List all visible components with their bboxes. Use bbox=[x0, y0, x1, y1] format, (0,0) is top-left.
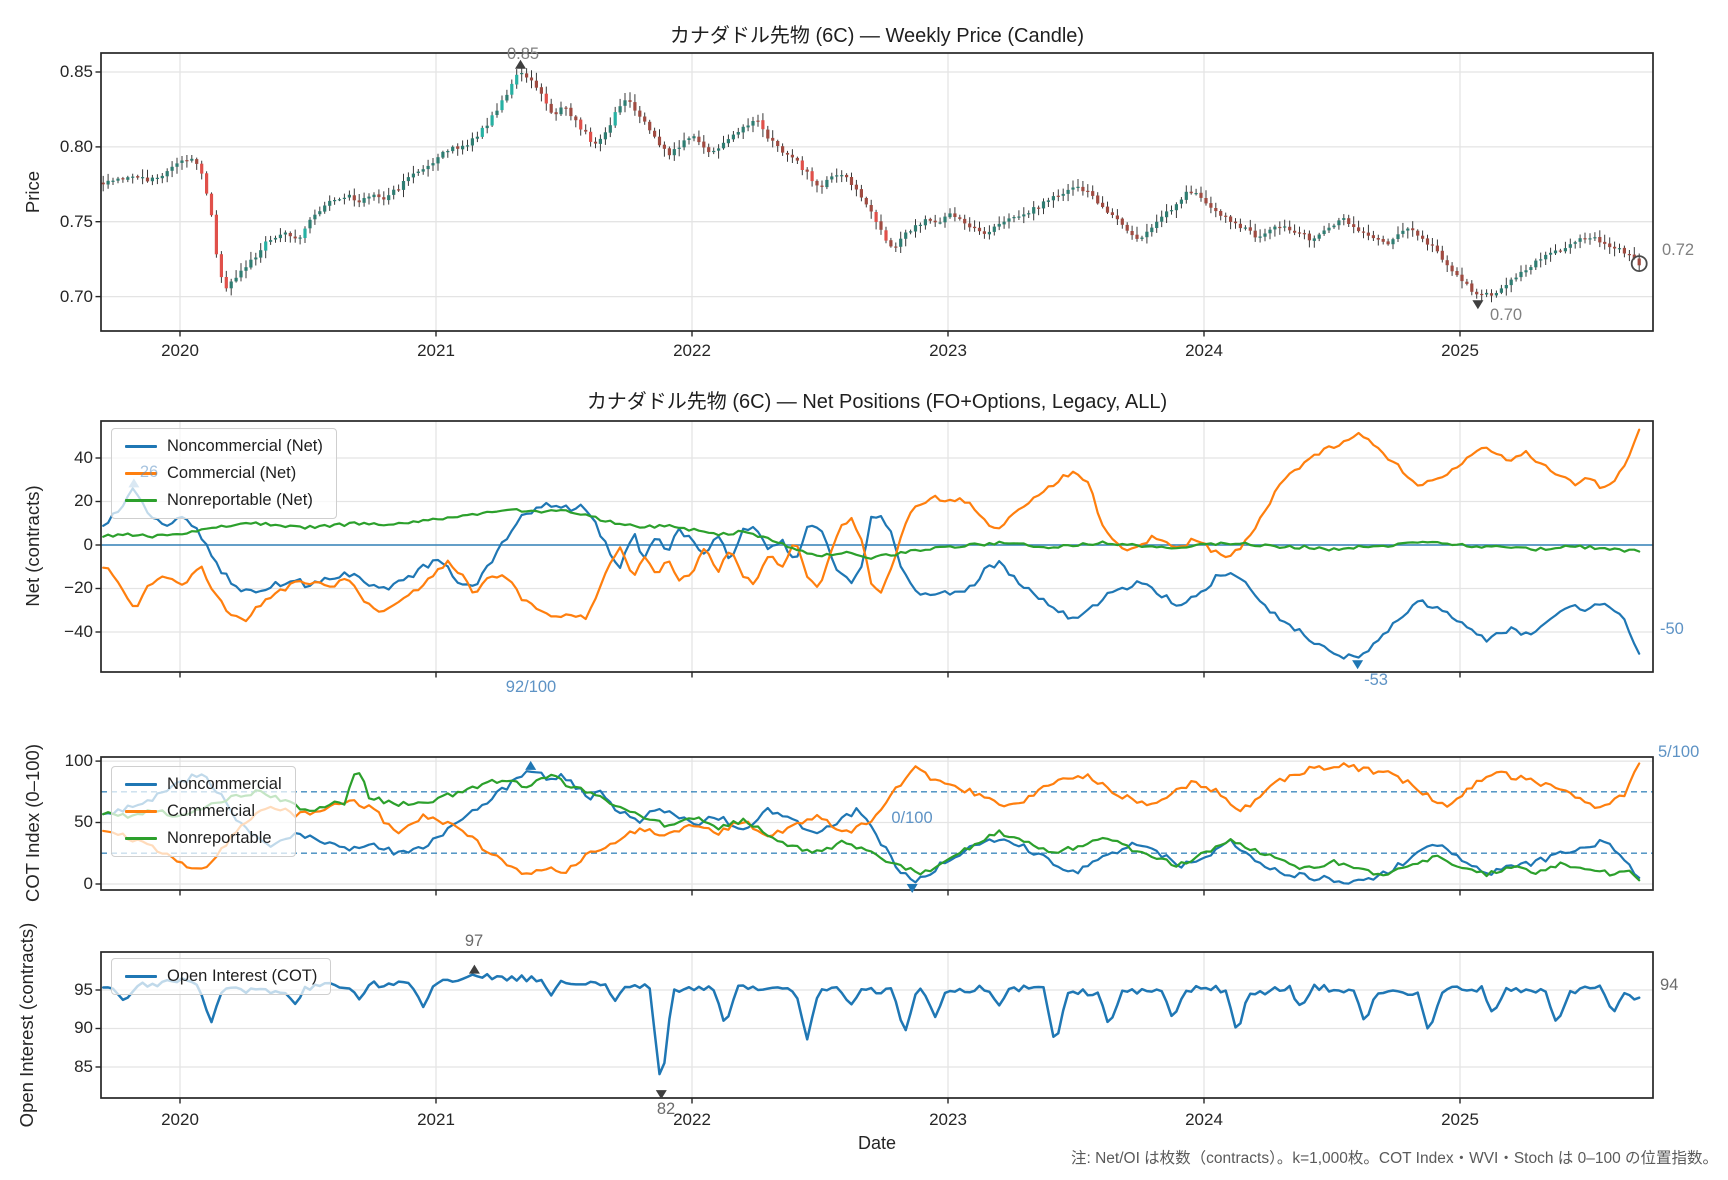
ytick-label: 85 bbox=[74, 1057, 93, 1076]
ytick-label: 0.85 bbox=[59, 62, 93, 81]
year-label: 2023 bbox=[929, 1110, 967, 1129]
annotation-price-last: 0.72 bbox=[1662, 241, 1695, 259]
footnote: 注: Net/OI は枚数（contracts）。k=1,000枚。COT In… bbox=[1070, 1150, 1718, 1167]
legend-line-sample bbox=[125, 809, 157, 814]
annotation-net-min: -53 bbox=[1364, 671, 1388, 689]
legend-line-sample bbox=[125, 782, 157, 787]
ytick-label: 95 bbox=[74, 980, 93, 999]
year-label: 2024 bbox=[1185, 1110, 1223, 1129]
annotation-price-peak: 0.85 bbox=[506, 45, 540, 63]
ytick-label: 90 bbox=[74, 1018, 93, 1037]
price-chart-title: カナダドル先物 (6C) — Weekly Price (Candle) bbox=[669, 25, 1085, 47]
ytick-label: −20 bbox=[64, 578, 93, 597]
legend-line-sample bbox=[125, 471, 157, 476]
ytick-label: 40 bbox=[74, 448, 93, 467]
year-label: 2025 bbox=[1441, 341, 1479, 360]
legend-row: Open Interest (COT) bbox=[125, 967, 317, 986]
ytick-label: −40 bbox=[64, 622, 93, 641]
legend-line-sample bbox=[125, 974, 157, 979]
ytick-label: 0.80 bbox=[59, 137, 93, 156]
legend-row: Commercial (Net) bbox=[125, 464, 323, 483]
year-label: 2020 bbox=[161, 1110, 199, 1129]
ytick-label: 50 bbox=[74, 812, 93, 831]
year-label: 2022 bbox=[673, 341, 711, 360]
annotation-index-min: 0/100 bbox=[891, 809, 933, 827]
legend-label: Nonreportable (Net) bbox=[167, 491, 313, 509]
legend-label: Open Interest (COT) bbox=[167, 967, 318, 985]
ytick-label: 0.70 bbox=[59, 287, 93, 306]
year-label: 2025 bbox=[1441, 1110, 1479, 1129]
legend-row: Commercial bbox=[125, 802, 282, 821]
legend-label: Noncommercial bbox=[167, 775, 282, 793]
annotation-index-last: 5/100 bbox=[1658, 743, 1700, 761]
ytick-label: 0 bbox=[83, 535, 93, 554]
net-positions-chart-title: カナダドル先物 (6C) — Net Positions (FO+Options… bbox=[586, 391, 1168, 413]
legend-row: Noncommercial bbox=[125, 775, 282, 794]
legend-row: Noncommercial (Net) bbox=[125, 437, 323, 456]
legend-label: Commercial bbox=[167, 802, 256, 820]
year-label: 2023 bbox=[929, 341, 967, 360]
ytick-label: 0 bbox=[83, 874, 93, 893]
legend-label: Nonreportable bbox=[167, 829, 272, 847]
year-label: 2021 bbox=[417, 1110, 455, 1129]
legend-line-sample bbox=[125, 498, 157, 503]
annotation-oi-peak: 97 bbox=[464, 932, 484, 950]
ytick-label: 20 bbox=[74, 491, 93, 510]
price-axis-label: Price bbox=[22, 170, 43, 214]
ytick-label: 100 bbox=[64, 751, 93, 770]
annotation-oi-last: 94 bbox=[1660, 976, 1679, 994]
annotation-index-peak: 92/100 bbox=[505, 678, 557, 696]
cot-index-legend: Noncommercial Commercial Nonreportable bbox=[111, 766, 296, 857]
annotation-net-last: -50 bbox=[1660, 620, 1684, 638]
x-axis-label: Date bbox=[857, 1133, 897, 1153]
legend-label: Noncommercial (Net) bbox=[167, 437, 323, 455]
legend-row: Nonreportable bbox=[125, 829, 282, 848]
legend-line-sample bbox=[125, 836, 157, 841]
year-label: 2024 bbox=[1185, 341, 1223, 360]
ytick-label: 0.75 bbox=[59, 212, 93, 231]
open-interest-legend: Open Interest (COT) bbox=[111, 958, 332, 995]
legend-label: Commercial (Net) bbox=[167, 464, 297, 482]
annotation-net-peak: 26 bbox=[139, 463, 159, 481]
year-label: 2021 bbox=[417, 341, 455, 360]
annotation-oi-min: 82 bbox=[656, 1100, 676, 1118]
year-label: 2022 bbox=[673, 1110, 711, 1129]
year-label: 2020 bbox=[161, 341, 199, 360]
annotation-price-low: 0.70 bbox=[1490, 306, 1523, 324]
net-legend: Noncommercial (Net) Commercial (Net) Non… bbox=[111, 428, 337, 519]
legend-row: Nonreportable (Net) bbox=[125, 491, 323, 510]
legend-line-sample bbox=[125, 444, 157, 449]
